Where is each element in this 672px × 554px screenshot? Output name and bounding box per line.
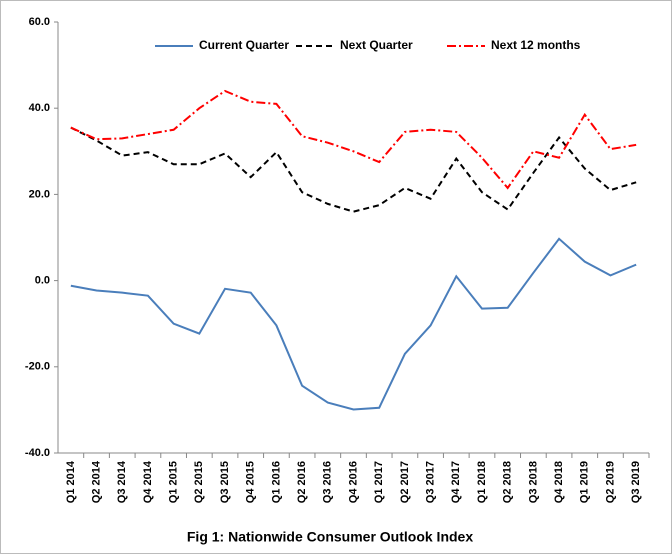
- series-line: [70, 237, 637, 411]
- chart-title: Fig 1: Nationwide Consumer Outlook Index: [187, 529, 473, 545]
- x-tick-label: Q2 2014: [90, 460, 102, 503]
- x-tick-label: Q4 2017: [450, 461, 462, 503]
- x-tick-label: Q3 2015: [219, 461, 231, 503]
- legend-label: Next Quarter: [340, 38, 413, 52]
- x-tick-label: Q2 2019: [604, 461, 616, 503]
- y-tick-label: 0.0: [35, 275, 50, 287]
- legend-label: Current Quarter: [199, 38, 289, 52]
- x-tick-label: Q1 2016: [270, 461, 282, 503]
- y-tick-label: -20.0: [25, 361, 50, 373]
- x-tick-label: Q4 2016: [347, 461, 359, 503]
- legend-label: Next 12 months: [491, 38, 581, 52]
- x-tick-label: Q4 2018: [553, 461, 565, 503]
- x-tick-label: Q1 2015: [168, 461, 180, 503]
- x-tick-label: Q2 2017: [399, 461, 411, 503]
- x-tick-label: Q3 2017: [424, 461, 436, 503]
- x-tick-label: Q4 2014: [142, 460, 154, 503]
- x-tick-label: Q3 2018: [527, 461, 539, 503]
- y-tick-label: 20.0: [29, 188, 50, 200]
- x-tick-label: Q2 2018: [502, 461, 514, 503]
- y-tick-label: 60.0: [29, 16, 50, 28]
- x-tick-label: Q3 2019: [630, 461, 642, 503]
- x-tick-label: Q3 2016: [322, 461, 334, 503]
- x-tick-label: Q1 2014: [65, 460, 77, 503]
- x-tick-label: Q1 2017: [373, 461, 385, 503]
- x-tick-label: Q1 2019: [579, 461, 591, 503]
- series-line: [70, 89, 637, 190]
- x-tick-label: Q2 2016: [296, 461, 308, 503]
- x-tick-label: Q4 2015: [245, 461, 257, 503]
- x-tick-label: Q2 2015: [193, 461, 205, 503]
- x-tick-label: Q1 2018: [476, 461, 488, 503]
- x-tick-label: Q3 2014: [116, 460, 128, 503]
- y-tick-label: 40.0: [29, 102, 50, 114]
- y-tick-label: -40.0: [25, 447, 50, 459]
- series-line: [70, 126, 637, 213]
